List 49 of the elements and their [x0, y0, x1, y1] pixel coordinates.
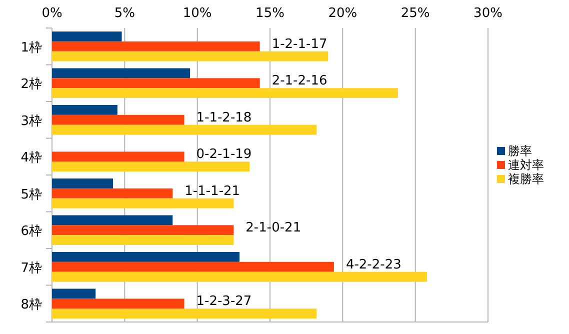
x-tick-label: 10% — [182, 6, 212, 21]
annotation: 1-2-3-27 — [196, 294, 252, 310]
legend-label: 連対率 — [508, 158, 544, 172]
y-tick-label: 2枠 — [20, 77, 42, 92]
y-tick-label: 5枠 — [20, 187, 42, 202]
bar — [52, 31, 122, 42]
bar — [52, 308, 317, 319]
legend-label: 複勝率 — [508, 172, 544, 186]
bar — [52, 51, 328, 62]
bar — [52, 215, 173, 226]
bar — [52, 252, 240, 262]
y-tick-label: 8枠 — [20, 298, 42, 313]
annotation: 2-1-0-21 — [246, 220, 302, 236]
annotation: 1-1-1-21 — [184, 184, 240, 199]
bar — [52, 41, 260, 52]
annotation: 2-1-2-16 — [272, 74, 328, 89]
x-tick-label: 30% — [474, 6, 502, 21]
bar — [52, 225, 234, 236]
bar — [52, 288, 96, 299]
x-tick-label: 0% — [42, 6, 62, 21]
y-tick-label: 4枠 — [20, 150, 42, 166]
x-tick-label: 15% — [256, 6, 284, 21]
bar — [52, 152, 184, 162]
annotation: 4-2-2-23 — [346, 257, 402, 272]
bar — [52, 178, 114, 188]
bar — [52, 124, 317, 135]
y-tick-label: 1枠 — [20, 40, 42, 56]
bar — [52, 272, 427, 282]
y-tick-label: 6枠 — [20, 224, 42, 240]
bar — [52, 198, 234, 208]
bar — [52, 78, 260, 88]
x-tick-label: 25% — [400, 6, 430, 21]
bar — [52, 114, 184, 125]
x-tick-label: 20% — [328, 6, 358, 21]
legend-label: 勝率 — [508, 144, 532, 158]
y-tick-label: 7枠 — [20, 260, 42, 276]
bar — [52, 298, 184, 309]
bar — [52, 188, 173, 198]
x-tick-label: 5% — [114, 6, 135, 21]
bar — [52, 68, 190, 78]
bar — [52, 104, 118, 115]
annotation: 1-2-1-17 — [272, 36, 328, 52]
bar — [52, 88, 398, 98]
annotation: 0-2-1-19 — [196, 147, 252, 162]
annotation: 1-1-2-18 — [196, 110, 252, 126]
bar — [52, 262, 334, 272]
y-tick-label: 3枠 — [20, 114, 42, 129]
bar — [52, 235, 234, 246]
bar — [52, 162, 250, 172]
